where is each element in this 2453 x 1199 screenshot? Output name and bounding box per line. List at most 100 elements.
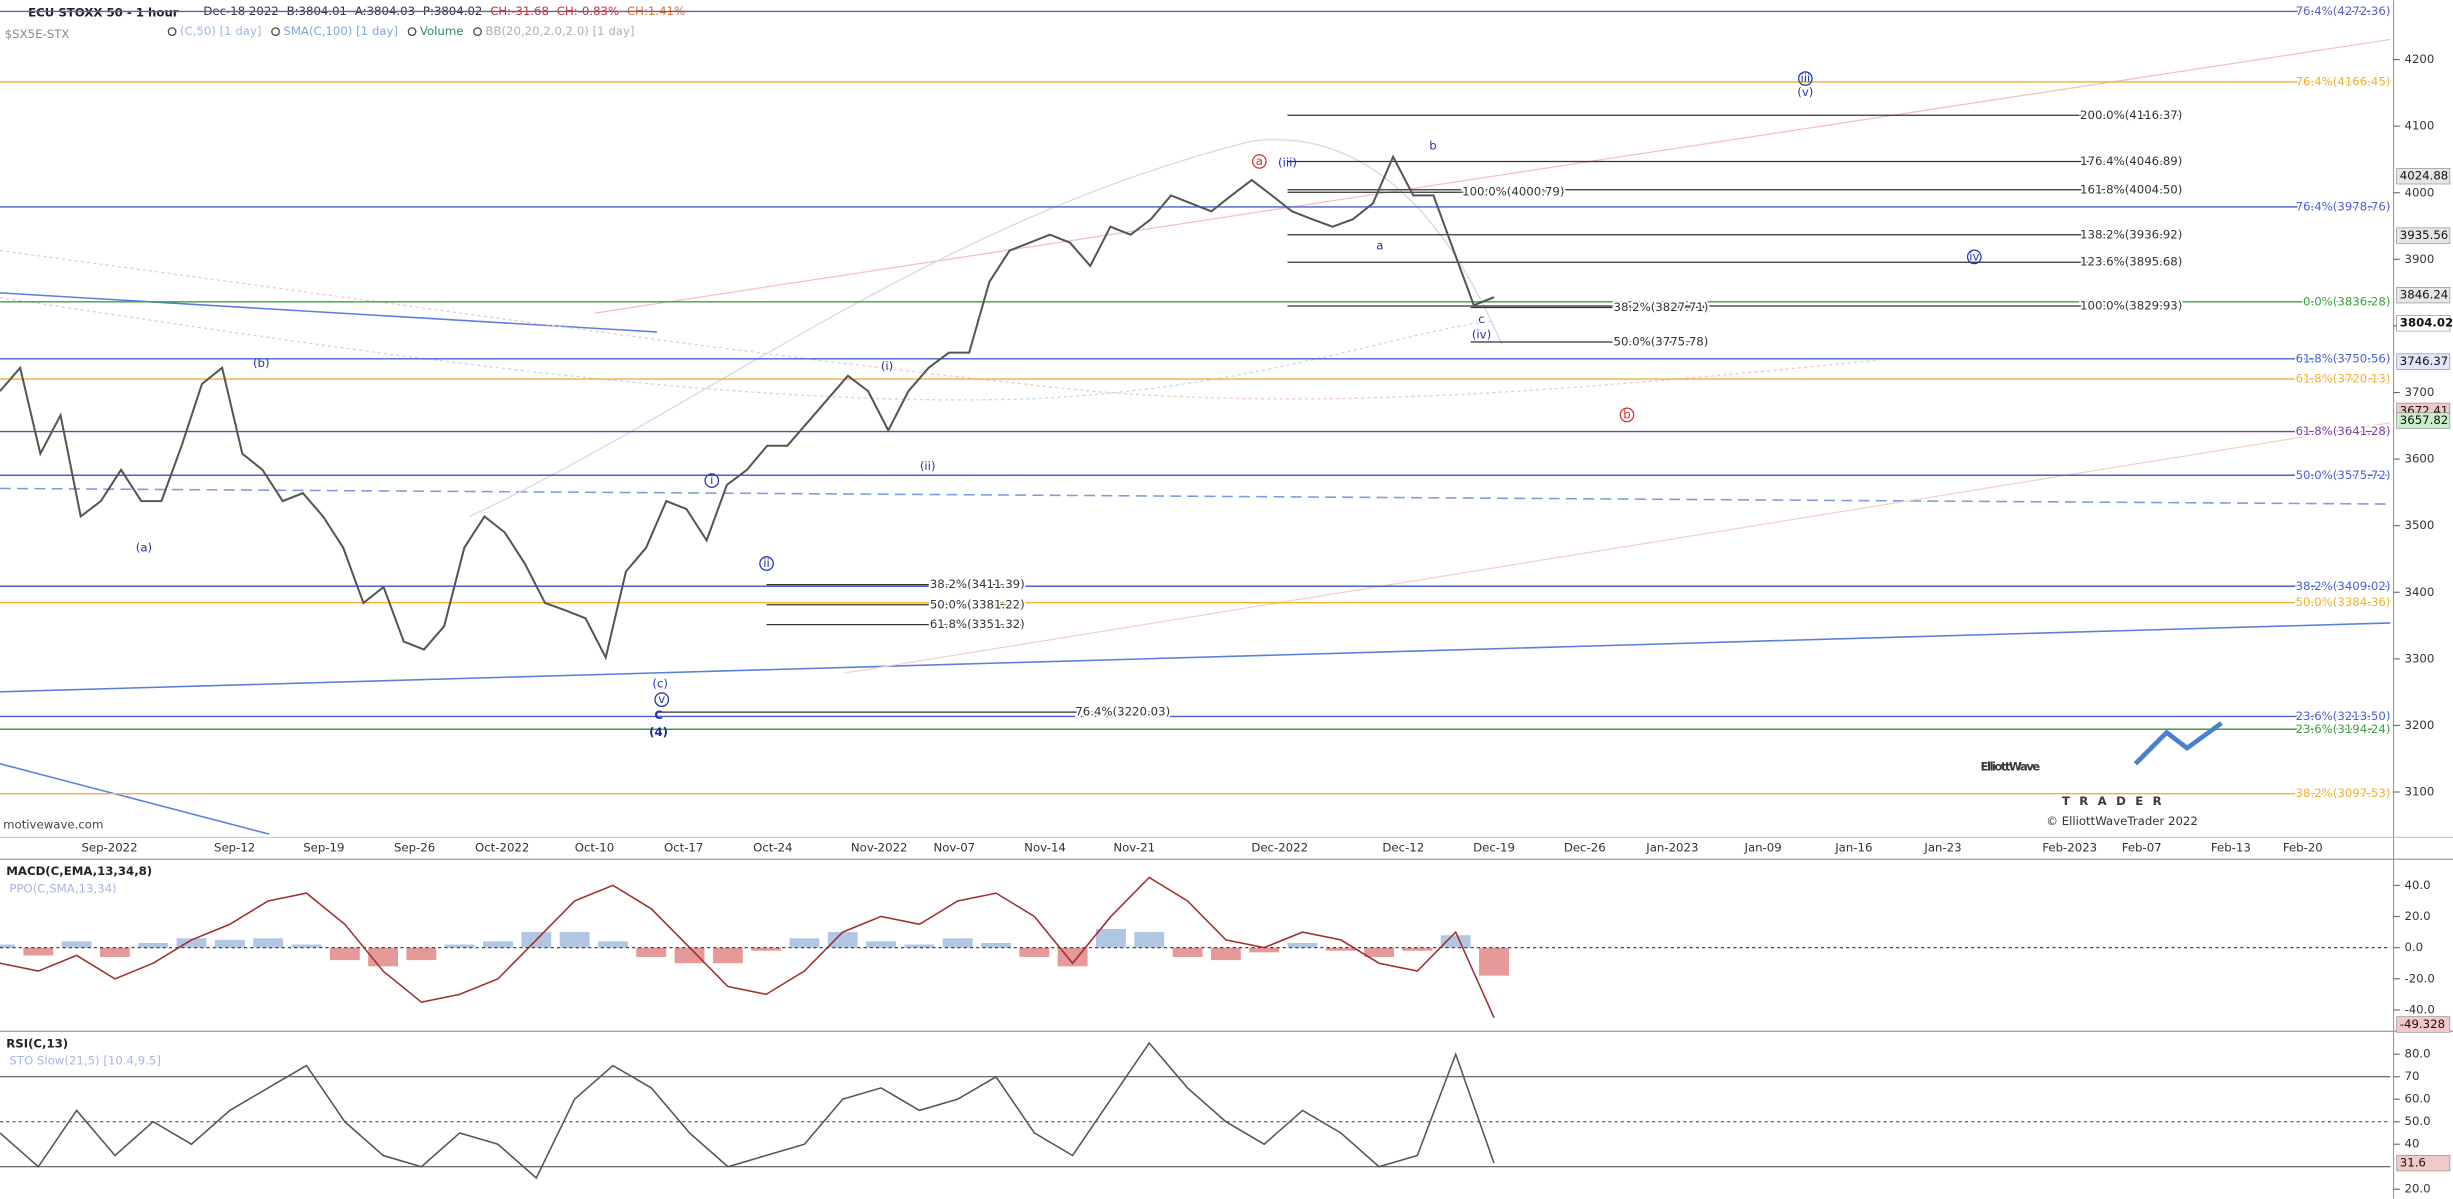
- price-tag-box: [2396, 412, 2451, 429]
- fib-line-label: 138.2%(3936.92): [2080, 227, 2182, 241]
- fib-line-label: 50.0%(3775.78): [1613, 335, 1708, 349]
- x-tick-label: Sep-26: [394, 841, 435, 855]
- logo-arrow: [2133, 721, 2223, 766]
- fib-level-label: 76.4%(4166.45): [2296, 74, 2391, 88]
- wave-label: (a): [136, 540, 152, 554]
- fib-line-label: 176.4%(4046.89): [2080, 154, 2182, 168]
- wave-circle: [1251, 154, 1267, 169]
- wave-circle: [759, 556, 774, 571]
- histogram-bar: [291, 944, 322, 948]
- y-tick-label: 3900: [2405, 252, 2435, 266]
- price-tag-box: [2396, 168, 2451, 185]
- fib-level-label: 0.0%(3836.28): [2303, 294, 2390, 308]
- wave-label: (v): [1797, 85, 1813, 99]
- rsi-line: [0, 1041, 1495, 1180]
- pane-title: RSI(C,13): [6, 1036, 68, 1050]
- fib-level-label: 61.8%(3750.56): [2296, 351, 2391, 365]
- wave-label: ii: [763, 556, 770, 570]
- x-tick-label: Oct-2022: [475, 841, 529, 855]
- indicator-label: Volume: [420, 24, 464, 38]
- histogram-bar: [406, 947, 437, 961]
- histogram-bar: [1364, 947, 1395, 957]
- y-tick-label: 3200: [2405, 718, 2435, 732]
- wave-label: iii: [1800, 71, 1810, 85]
- histogram-bar: [1095, 928, 1126, 948]
- trend-line: [0, 622, 2391, 693]
- histogram-bar: [712, 947, 743, 964]
- y-tick-label: 60.0: [2405, 1092, 2431, 1106]
- fib-line-label: 200.0%(4116.37): [2080, 108, 2182, 122]
- histogram-bar: [138, 942, 169, 948]
- price-line: [0, 154, 1495, 661]
- histogram-bar: [636, 947, 667, 957]
- histogram-bar: [214, 939, 245, 948]
- x-tick-label: Oct-10: [575, 841, 614, 855]
- x-tick-label: Jan-16: [1834, 841, 1872, 855]
- symbol: $SX5E-STX: [5, 27, 70, 41]
- histogram-bar: [751, 947, 782, 951]
- x-tick-label: Dec-2022: [1251, 841, 1308, 855]
- histogram-bar: [1325, 947, 1356, 951]
- wave-label: a: [1376, 238, 1383, 252]
- fib-line-label: 100.0%(3829.93): [2080, 298, 2182, 312]
- histogram-bar: [942, 938, 973, 948]
- x-tick-label: Oct-24: [753, 841, 792, 855]
- trend-line: [594, 38, 2391, 314]
- fib-line-label: 38.2%(3827.71): [1613, 300, 1708, 314]
- histogram-bar: [483, 941, 513, 948]
- price-tag: 4024.88: [2396, 168, 2451, 185]
- trend-line: [0, 763, 270, 835]
- trend-line: [0, 487, 2391, 505]
- price-tag: -49.328: [2396, 1016, 2451, 1033]
- x-tick-label: Nov-21: [1113, 841, 1155, 855]
- fib-line-label: 61.8%(3351.32): [930, 617, 1025, 631]
- x-tick-label: Sep-12: [214, 841, 255, 855]
- histogram-bar: [866, 941, 897, 948]
- wave-label: b: [1429, 138, 1436, 152]
- wave-label: (iv): [1472, 328, 1491, 342]
- wave-label: (c): [652, 676, 668, 690]
- x-tick-label: Feb-20: [2283, 841, 2323, 855]
- price-tag-box: [2396, 315, 2451, 332]
- y-tick-label: 80.0: [2405, 1047, 2431, 1061]
- histogram-bar: [981, 942, 1011, 948]
- histogram-bar: [23, 947, 54, 956]
- histogram-bar: [176, 938, 207, 948]
- histogram-bar: [1057, 947, 1088, 967]
- chart-title: ECU STOXX 50 - 1 hour: [28, 5, 179, 19]
- histogram-bar: [1402, 947, 1433, 951]
- y-tick-label: 3600: [2405, 452, 2435, 466]
- fib-level-label: 38.2%(3409.02): [2296, 579, 2391, 593]
- wave-label: iv: [1969, 249, 1979, 263]
- x-tick-label: Feb-13: [2211, 841, 2251, 855]
- price-tag-label: 31.6: [2400, 1156, 2426, 1170]
- wave-circle: [1619, 407, 1635, 423]
- wave-label: (4): [649, 725, 668, 739]
- histogram-bar: [904, 944, 935, 948]
- y-tick-label: 3100: [2405, 785, 2435, 799]
- histogram-bar: [789, 938, 820, 948]
- price-tag-box: [2396, 287, 2451, 304]
- histogram-bar: [0, 944, 15, 948]
- wave-label: i: [710, 473, 713, 487]
- y-tick-label: 3700: [2405, 385, 2435, 399]
- x-tick-label: Feb-07: [2122, 841, 2162, 855]
- price-tag-box: [2396, 1016, 2451, 1033]
- histogram-bar: [368, 947, 399, 967]
- wave-circle: [1797, 71, 1813, 86]
- y-tick-label: -40.0: [2405, 1002, 2435, 1016]
- y-tick-label: 4000: [2405, 185, 2435, 199]
- histogram-bar: [1287, 942, 1318, 948]
- fib-level-label: 38.2%(3097.53): [2296, 786, 2391, 800]
- price-tag-label: 4024.88: [2400, 169, 2448, 183]
- pane-title: MACD(C,EMA,13,34,8): [6, 864, 152, 878]
- price-tag: 3935.56: [2396, 227, 2451, 244]
- y-tick-label: 20.0: [2405, 909, 2431, 923]
- histogram-bar: [253, 938, 284, 948]
- y-tick-label: 3300: [2405, 651, 2435, 665]
- indicator-icon: [167, 27, 177, 36]
- watermark: motivewave.com: [3, 817, 103, 831]
- indicator-icon: [271, 27, 280, 36]
- histogram-bar: [1134, 932, 1165, 948]
- wave-circle: [654, 692, 670, 707]
